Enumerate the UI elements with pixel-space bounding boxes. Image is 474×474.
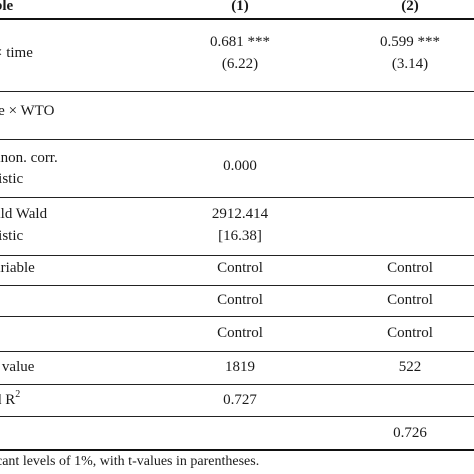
row-label-cont: tistic <box>0 228 24 244</box>
row-label: ariable <box>0 260 35 276</box>
table-rule <box>0 197 474 198</box>
cell-coef: 0.681 *** <box>210 34 270 50</box>
cell-control: Control <box>387 325 433 341</box>
row-label: d R2 <box>0 389 21 410</box>
cell-control: Control <box>387 292 433 308</box>
table-rule <box>0 91 474 92</box>
row-label: le × WTO <box>0 103 55 119</box>
cell-tvalue: (6.22) <box>221 56 259 72</box>
cell-value: 522 <box>398 359 422 375</box>
cell-bracket-value: [16.38] <box>218 228 262 244</box>
cell-control: Control <box>217 325 263 341</box>
cell-value: 1819 <box>225 359 255 375</box>
header-col-2: (2) <box>401 0 419 14</box>
header-col-1: (1) <box>231 0 249 14</box>
cell-control: Control <box>217 260 263 276</box>
superscript: 2 <box>15 389 21 400</box>
cell-value: 0.000 <box>223 158 257 174</box>
table-footnote: cant levels of 1%, with t-values in pare… <box>0 454 260 469</box>
row-label-text: d R <box>0 392 16 408</box>
cell-value: 2912.414 <box>211 206 269 222</box>
row-label-cont: tistic <box>0 171 24 187</box>
table-rule <box>0 316 474 317</box>
row-label: anon. corr. <box>0 150 58 166</box>
cell-control: Control <box>217 292 263 308</box>
cell-value: 0.726 <box>393 425 427 441</box>
header-variable: ble <box>0 0 14 14</box>
cell-coef: 0.599 *** <box>380 34 440 50</box>
table-rule-bottom <box>0 449 474 451</box>
row-label: × time <box>0 45 33 61</box>
table-rule <box>0 351 474 352</box>
table-rule <box>0 255 474 256</box>
cell-control: Control <box>387 260 433 276</box>
table-rule <box>0 285 474 286</box>
table-rule <box>0 416 474 417</box>
table-rule-top <box>0 18 474 20</box>
row-label: l value <box>0 359 35 375</box>
row-label: ald Wald <box>0 206 48 222</box>
table-rule <box>0 139 474 140</box>
table-rule <box>0 384 474 385</box>
cell-value: 0.727 <box>223 392 257 408</box>
cell-tvalue: (3.14) <box>391 56 429 72</box>
